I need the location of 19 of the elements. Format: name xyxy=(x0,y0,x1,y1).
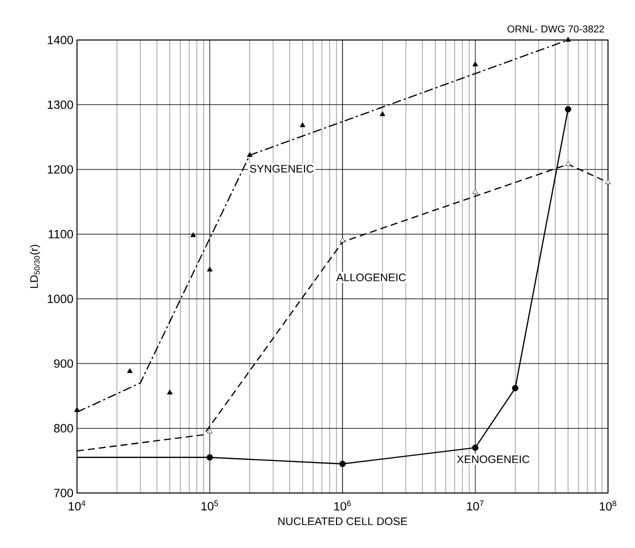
x-tick-label: 10$^{6}$ xyxy=(334,500,351,511)
x-tick-label: 10$^{5}$ xyxy=(202,500,218,510)
text: ORNL- DWG 70-3822 xyxy=(508,25,604,32)
y-tick-label: 1000 xyxy=(48,294,74,304)
x-axis-title: NUCLEATED CELL DOSE xyxy=(278,517,408,526)
y-tick-label: 900 xyxy=(54,359,74,368)
series-label: XENOGENEIC xyxy=(456,455,530,464)
y-tick-label: 800 xyxy=(54,424,74,433)
y-tick-label: 1200 xyxy=(48,165,74,174)
y-tick-label: 1300 xyxy=(48,100,74,109)
x-tick-label: 10$^{7}$ xyxy=(467,500,484,510)
y-tick-label: 1400 xyxy=(48,36,74,44)
series-label: ALLOGENEIC xyxy=(336,274,406,282)
series-label: SYNGENEIC xyxy=(250,164,314,173)
x-tick-label: 10$^{4}$ xyxy=(68,500,86,510)
y-tick-label: 1100 xyxy=(48,230,74,238)
y-tick-label: 700 xyxy=(54,488,74,498)
x-tick-label: 10$^{8}$ xyxy=(600,500,616,511)
y-axis-title: LD$_{50/30}$(r) xyxy=(30,244,40,288)
